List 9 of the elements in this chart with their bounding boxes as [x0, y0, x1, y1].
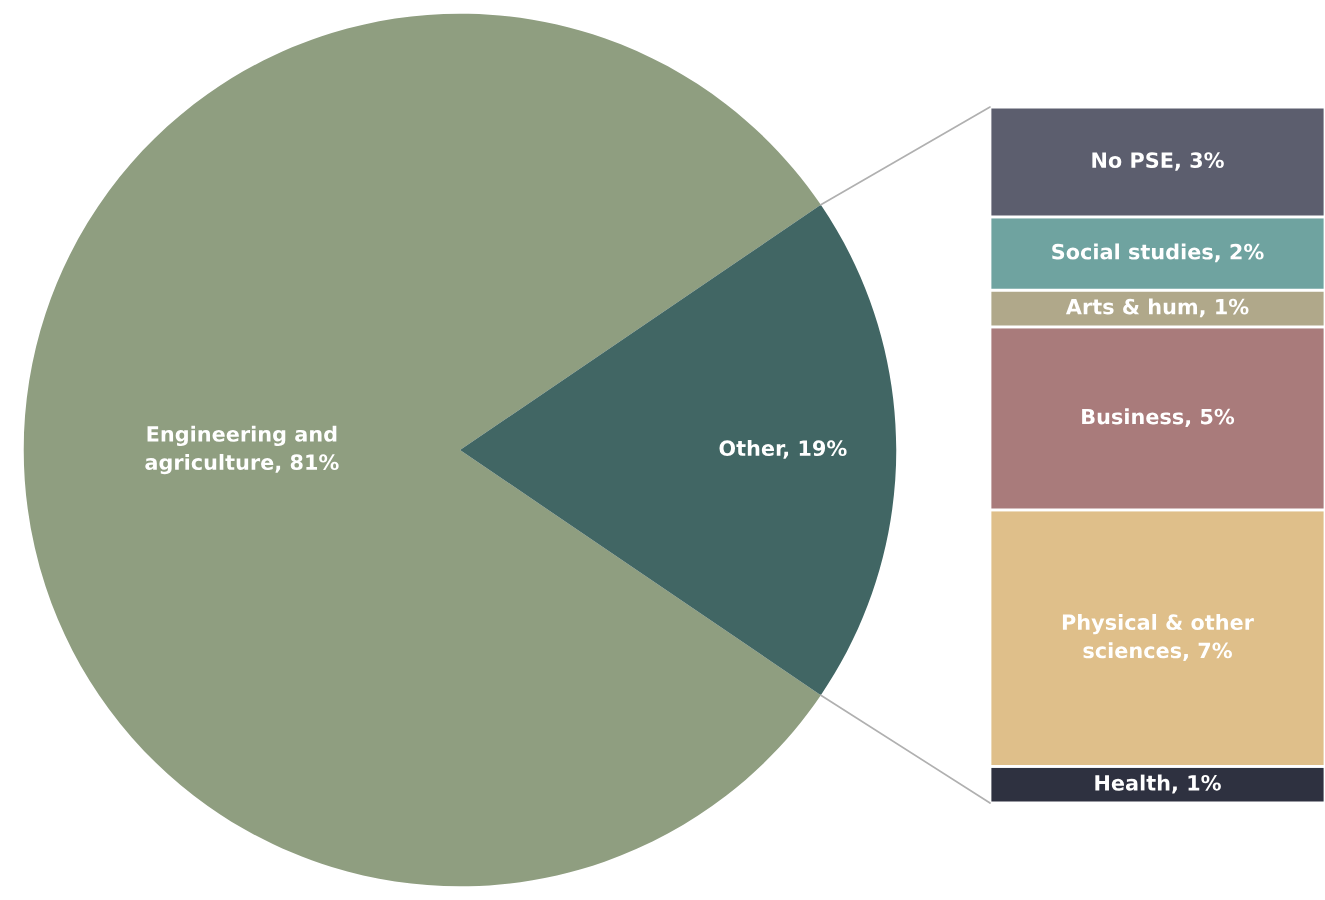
slice-label: Engineering and agriculture, 81%	[145, 425, 339, 475]
data-label: Business, 5%	[1082, 408, 1235, 428]
data-label: Health, 1%	[1095, 774, 1221, 794]
pie-slice	[460, 204, 897, 696]
data-label: Social studies, 2%	[1052, 243, 1264, 263]
data-label: No PSE, 3%	[1092, 152, 1224, 171]
data-label: Physical & other sciences, 7%	[1062, 613, 1254, 661]
data-label: Arts & hum, 1%	[1065, 298, 1249, 318]
slice-label: Other, 19%	[719, 439, 847, 459]
